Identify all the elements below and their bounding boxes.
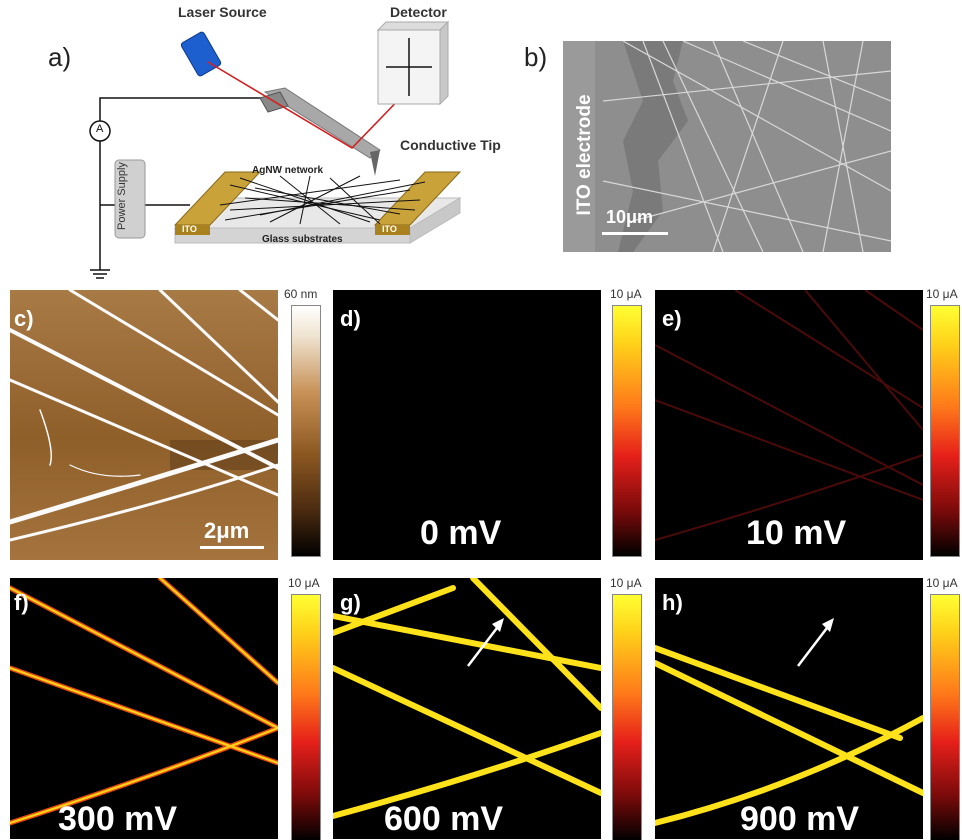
panel-label-c: c) (14, 306, 34, 331)
label-ito-left: ITO (182, 224, 197, 234)
colorbar-e (930, 305, 960, 557)
cafm-schematic (89, 20, 462, 279)
colorbar-d-max: 10 μA (610, 287, 642, 301)
panel-label-d: d) (340, 306, 361, 331)
colorbar-d (612, 305, 642, 557)
label-power-supply: Power Supply (116, 162, 128, 230)
current-map-300mv (10, 578, 278, 839)
current-map-0mv (333, 290, 601, 560)
sem-electrode-label: ITO electrode (574, 94, 595, 216)
current-map-10mv (655, 290, 923, 560)
afm-colorbar (291, 305, 321, 557)
afm-scale-bar (200, 546, 264, 549)
panel-label-h: h) (662, 590, 683, 615)
colorbar-g-max: 10 μA (610, 576, 642, 590)
panel-label-a: a) (48, 42, 72, 72)
afm-topography (10, 290, 278, 560)
label-laser-source: Laser Source (178, 4, 267, 20)
sem-scale-bar (602, 232, 668, 235)
arrow-h (790, 612, 840, 677)
afm-colorbar-max: 60 nm (284, 287, 318, 301)
label-ammeter: A (96, 123, 104, 135)
panel-label-g: g) (340, 590, 361, 615)
voltage-label-900mv: 900 mV (740, 800, 860, 838)
panel-label-f: f) (14, 590, 29, 615)
voltage-label-10mv: 10 mV (746, 514, 847, 552)
label-agnw-network: AgNW network (252, 165, 324, 176)
label-detector: Detector (390, 4, 447, 20)
voltage-label-0mv: 0 mV (420, 514, 502, 552)
colorbar-g (612, 594, 642, 840)
colorbar-e-max: 10 μA (926, 287, 958, 301)
arrow-g (460, 612, 510, 677)
sem-scale-label: 10μm (606, 207, 654, 227)
colorbar-h-max: 10 μA (926, 576, 958, 590)
label-conductive-tip: Conductive Tip (400, 137, 501, 153)
sem-image (563, 41, 891, 252)
colorbar-h (930, 594, 960, 840)
panel-label-b: b) (524, 42, 548, 72)
colorbar-f (291, 594, 321, 840)
afm-scale-label: 2μm (204, 518, 250, 543)
panel-label-e: e) (662, 306, 682, 331)
current-map-900mv (655, 578, 923, 839)
label-ito-right: ITO (382, 224, 397, 234)
label-glass-substrates: Glass substrates (262, 234, 343, 245)
voltage-label-300mv: 300 mV (58, 800, 178, 838)
colorbar-f-max: 10 μA (288, 576, 320, 590)
voltage-label-600mv: 600 mV (384, 800, 504, 838)
current-map-600mv (333, 578, 601, 839)
